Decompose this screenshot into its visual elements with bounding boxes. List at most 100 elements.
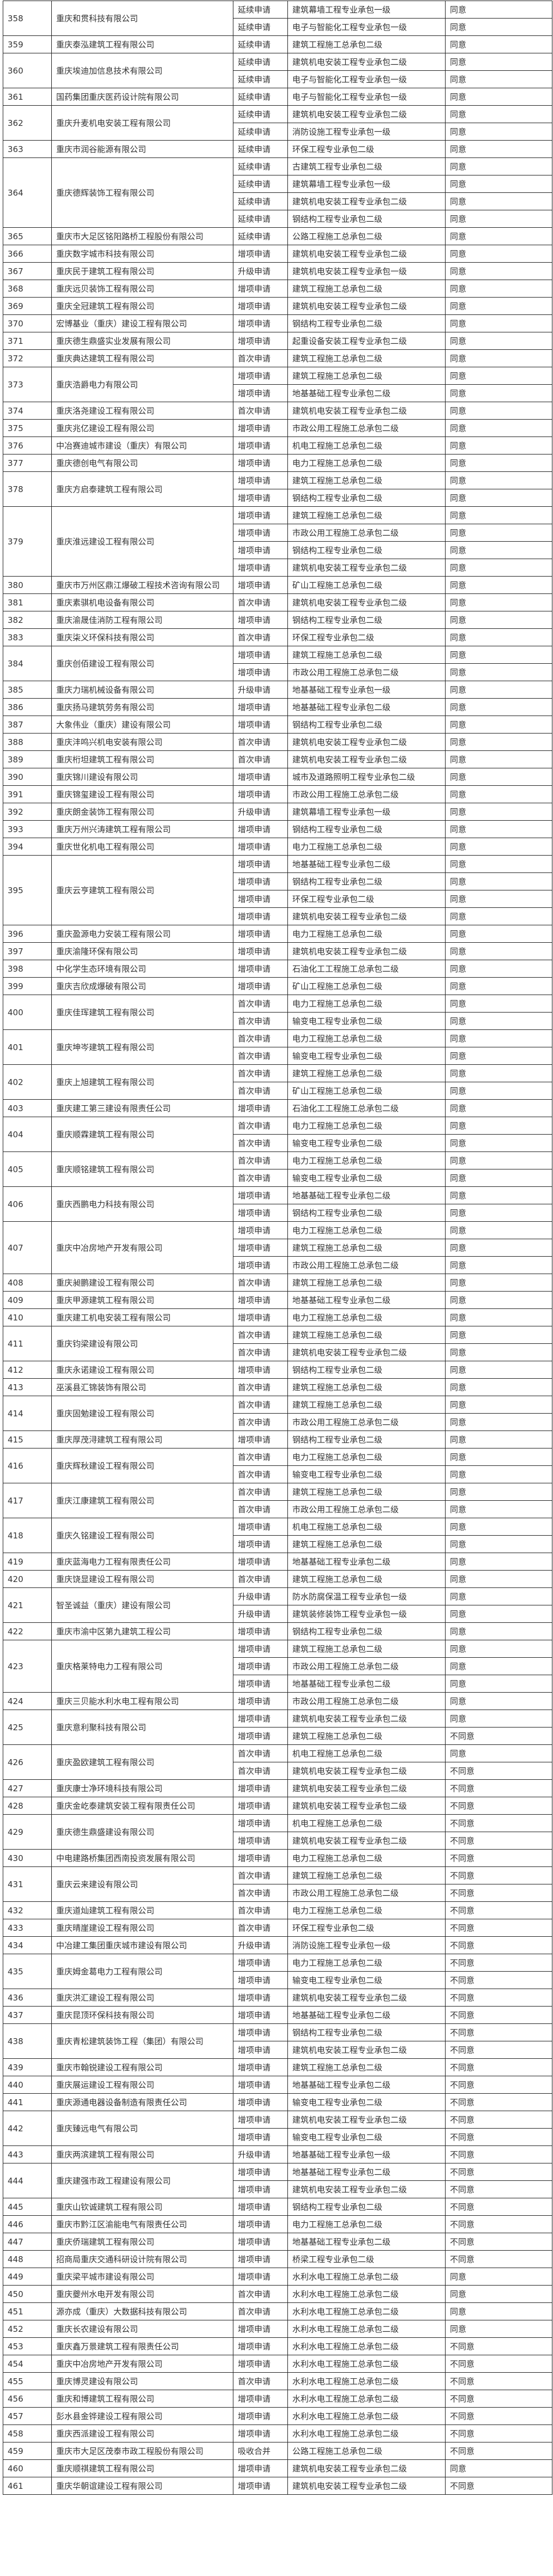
review-result: 同意	[445, 1396, 552, 1414]
serial-number: 367	[3, 262, 52, 280]
serial-number: 428	[3, 1797, 52, 1815]
serial-number: 452	[3, 2320, 52, 2338]
qualification: 市政公用工程施工总承包二级	[287, 419, 446, 437]
application-type: 首次申请	[233, 1082, 288, 1100]
qualification: 电力工程施工总承包二级	[287, 1849, 446, 1867]
company-name: 重庆云亨建筑工程有限公司	[51, 855, 233, 925]
review-result: 不同意	[445, 2180, 552, 2198]
table-row: 406 重庆西鹏电力科技有限公司 增项申请 地基基础工程专业承包二级 同意	[3, 1186, 552, 1222]
review-result: 同意	[445, 1239, 552, 1257]
company-name: 重庆蓝海电力工程有限责任公司	[51, 1553, 233, 1571]
qualification: 矿山工程施工总承包二级	[287, 977, 446, 995]
review-result: 不同意	[445, 1849, 552, 1867]
company-name: 重庆洛尧建设工程有限公司	[51, 402, 233, 420]
serial-number: 461	[3, 2477, 52, 2495]
application-type: 增项申请	[233, 1256, 288, 1274]
application-type: 延续申请	[233, 18, 288, 36]
table-row: 增项申请 建筑机电安装工程专业承包二级 不同意	[3, 2041, 552, 2059]
company-name: 重庆甲源建筑工程有限公司	[51, 1291, 233, 1309]
application-type: 首次申请	[233, 750, 288, 768]
review-result: 不同意	[445, 1989, 552, 2007]
table-row: 376 中冶赛迪城市建设（重庆）有限公司 增项申请 机电工程施工总承包二级 同意	[3, 437, 552, 454]
review-result: 同意	[445, 1587, 552, 1605]
company-name: 重庆市大足区茂泰市政工程股份有限公司	[51, 2442, 233, 2460]
qualification: 电力工程施工总承包二级	[287, 1954, 446, 1972]
application-type: 增项申请	[233, 2215, 288, 2233]
company-name: 中冶赛迪城市建设（重庆）有限公司	[51, 437, 233, 454]
application-type: 增项申请	[233, 541, 288, 559]
qualification: 钢结构工程专业承包二级	[287, 820, 446, 838]
review-result: 不同意	[445, 2250, 552, 2268]
qualification: 机电工程施工总承包二级	[287, 1518, 446, 1536]
qualification: 水利水电工程施工总承包二级	[287, 2337, 446, 2355]
qualification: 建筑机电安装工程专业承包二级	[287, 53, 446, 71]
company-name: 重庆扬马建筑劳务有限公司	[51, 698, 233, 716]
company-name: 彭水县金铧建设工程有限公司	[51, 2407, 233, 2425]
review-result: 同意	[445, 314, 552, 332]
company-name: 重庆全冠建筑工程有限公司	[51, 297, 233, 315]
review-result: 不同意	[445, 2163, 552, 2181]
table-row: 441 重庆源通电器设备制造有限责任公司 增项申请 输变电工程专业承包二级 不同意	[3, 2093, 552, 2111]
qualification: 建筑机电安装工程专业承包二级	[287, 1989, 446, 2007]
review-result: 同意	[445, 245, 552, 263]
company-name: 重庆辉秋建设工程有限公司	[51, 1448, 233, 1483]
qualification: 地基基础工程专业承包二级	[287, 1553, 446, 1571]
review-result: 同意	[445, 1134, 552, 1152]
qualification: 建筑机电安装工程专业承包二级	[287, 733, 446, 751]
review-result: 同意	[445, 628, 552, 646]
serial-number: 423	[3, 1640, 52, 1693]
serial-number: 394	[3, 838, 52, 856]
review-result: 同意	[445, 454, 552, 472]
company-name: 重庆数字城市科技有限公司	[51, 245, 233, 263]
qualification: 输变电工程专业承包二级	[287, 2128, 446, 2146]
application-type: 增项申请	[233, 2407, 288, 2425]
review-result: 同意	[445, 1622, 552, 1640]
review-result: 不同意	[445, 2215, 552, 2233]
table-row: 374 重庆洛尧建设工程有限公司 首次申请 建筑机电安装工程专业承包二级 同意	[3, 402, 552, 420]
table-row: 459 重庆市大足区茂泰市政工程股份有限公司 吸收合并 公路工程施工总承包二级 不同意	[3, 2442, 552, 2460]
company-name: 招商局重庆交通科研设计院有限公司	[51, 2250, 233, 2268]
review-result: 同意	[445, 1692, 552, 1710]
serial-number: 444	[3, 2163, 52, 2198]
serial-number: 393	[3, 820, 52, 838]
review-result: 不同意	[445, 1884, 552, 1902]
serial-number: 388	[3, 733, 52, 751]
table-row: 385 重庆力瑞机械设备有限公司 升级申请 地基基础工程专业承包一级 同意	[3, 681, 552, 699]
company-name: 重庆市润谷能源有限公司	[51, 140, 233, 158]
review-result: 同意	[445, 105, 552, 123]
review-result: 不同意	[445, 1779, 552, 1797]
application-type: 延续申请	[233, 123, 288, 141]
table-row: 增项申请 钢结构工程专业承包二级 同意	[3, 489, 552, 507]
company-name: 重庆昆顶环保科技有限公司	[51, 2006, 233, 2024]
qualification: 钢结构工程专业承包二级	[287, 1622, 446, 1640]
qualification-review-table: 358 重庆和贯科技有限公司 延续申请 建筑幕墙工程专业承包一级 同意 延续申请 电子与智能…	[3, 1, 552, 2495]
review-result: 同意	[445, 1099, 552, 1117]
qualification: 电力工程施工总承包二级	[287, 1029, 446, 1047]
application-type: 首次申请	[233, 1151, 288, 1169]
review-result: 同意	[445, 2302, 552, 2320]
serial-number: 366	[3, 245, 52, 263]
company-name: 重庆锦玺建设工程有限公司	[51, 785, 233, 803]
qualification: 水利水电工程施工总承包二级	[287, 2302, 446, 2320]
application-type: 增项申请	[233, 1622, 288, 1640]
company-name: 重庆远贝装饰工程有限公司	[51, 280, 233, 298]
qualification: 钢结构工程专业承包二级	[287, 2023, 446, 2041]
application-type: 增项申请	[233, 820, 288, 838]
serial-number: 409	[3, 1291, 52, 1309]
application-type: 增项申请	[233, 698, 288, 716]
serial-number: 430	[3, 1849, 52, 1867]
review-result: 同意	[445, 820, 552, 838]
application-type: 增项申请	[233, 1291, 288, 1309]
table-row: 372 重庆典达建筑工程有限公司 首次申请 建筑工程施工总承包二级 同意	[3, 349, 552, 367]
serial-number: 455	[3, 2372, 52, 2390]
qualification: 建筑幕墙工程专业承包一级	[287, 175, 446, 193]
application-type: 增项申请	[233, 1431, 288, 1448]
company-name: 重庆泰泓建筑工程有限公司	[51, 35, 233, 53]
application-type: 增项申请	[233, 2076, 288, 2094]
table-row: 419 重庆蓝海电力工程有限责任公司 增项申请 地基基础工程专业承包二级 同意	[3, 1553, 552, 1571]
review-result: 不同意	[445, 2355, 552, 2373]
qualification: 地基基础工程专业承包二级	[287, 2233, 446, 2251]
qualification: 市政公用工程施工总承包二级	[287, 1692, 446, 1710]
company-name: 重庆久铭建设工程有限公司	[51, 1518, 233, 1553]
table-row: 增项申请 钢结构工程专业承包二级 同意	[3, 541, 552, 559]
